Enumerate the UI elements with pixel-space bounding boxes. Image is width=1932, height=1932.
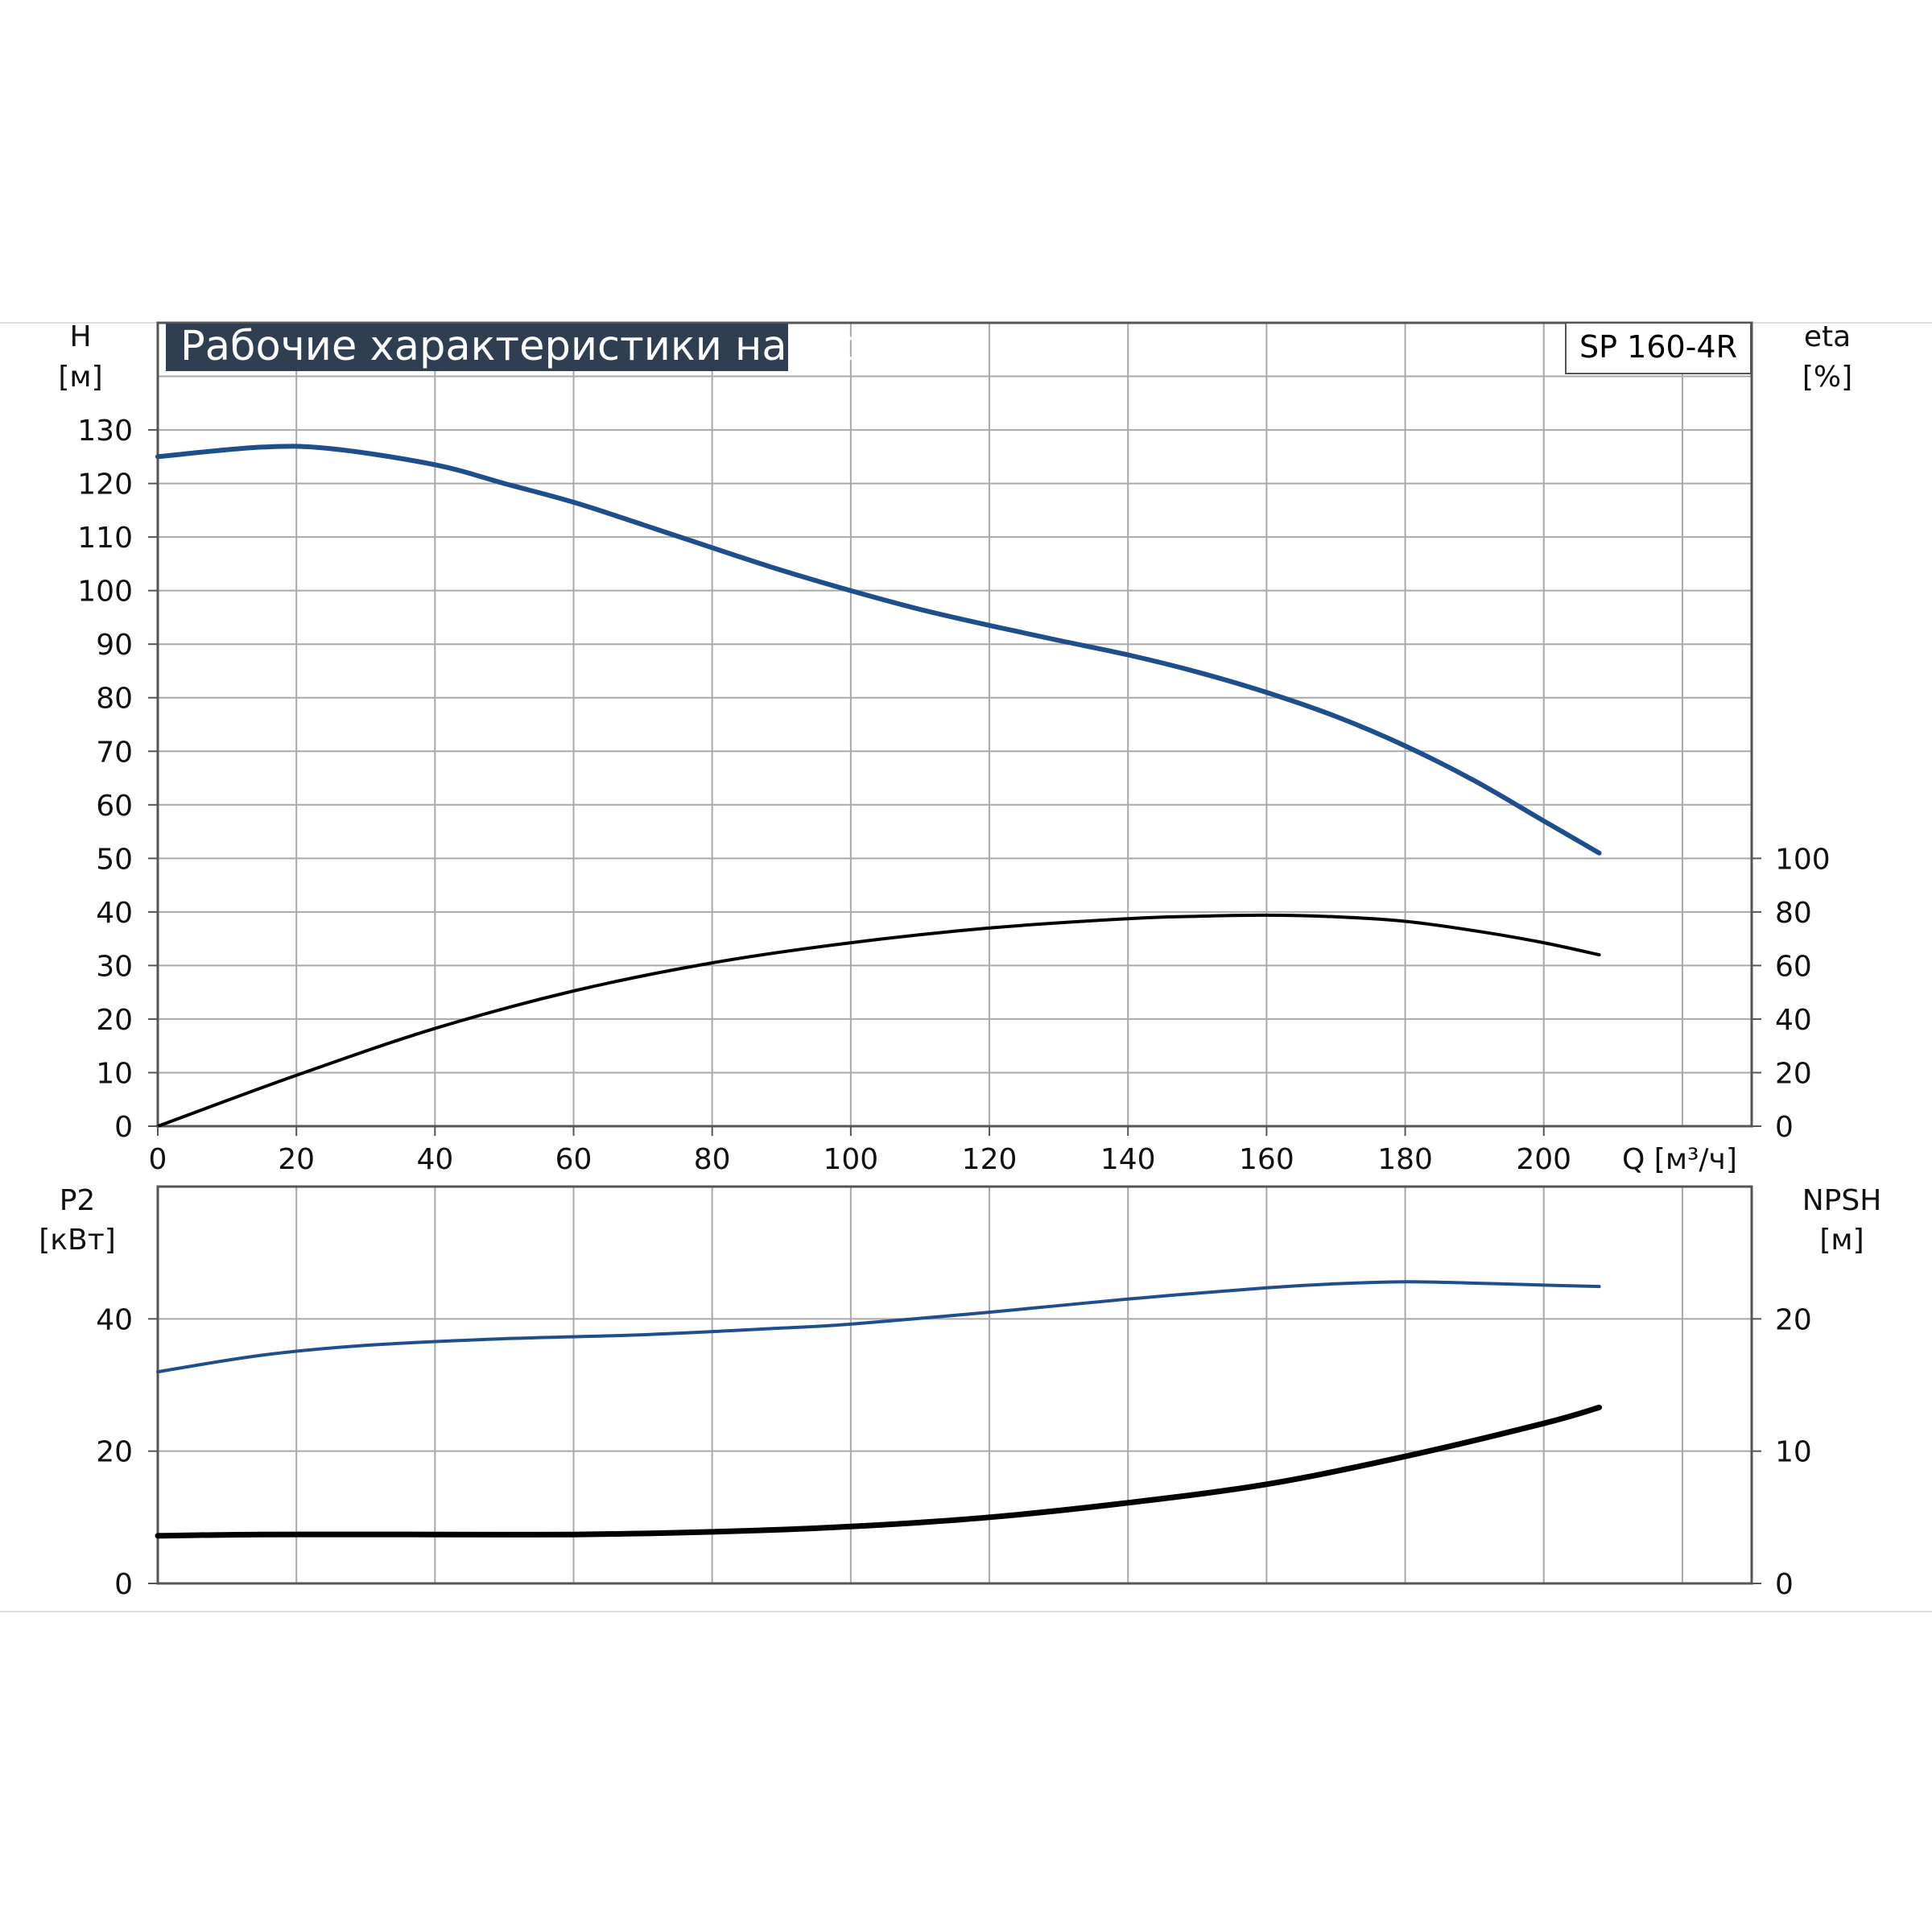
top-left-tick-label: 50 [96, 843, 133, 876]
chart-title: Рабочие характеристики насоса [180, 323, 882, 370]
x-tick-label: 60 [555, 1143, 592, 1176]
top-left-tick-label: 120 [77, 469, 133, 502]
x-axis-label: Q [м³/ч] [1622, 1143, 1737, 1176]
top-left-tick-label: 90 [96, 629, 133, 662]
x-tick-label: 120 [962, 1143, 1018, 1176]
top-right-tick-label: 80 [1775, 897, 1812, 930]
bottom-right-tick-label: 20 [1775, 1303, 1812, 1336]
x-tick-label: 80 [694, 1143, 731, 1176]
model-label-box [1565, 322, 1752, 374]
tick-labels: 0 20 40 60 80 100 120 140 160 180 2000102030405060… [77, 415, 1830, 1601]
model-label: SP 160-4R [1579, 329, 1737, 365]
npsh-curve [155, 1404, 1603, 1539]
top-left-axis-unit: [м] [58, 361, 102, 394]
chart-title-background [166, 324, 788, 371]
bottom-plot-frame [156, 1185, 1753, 1585]
top-left-tick-label: 40 [96, 897, 133, 930]
x-tick-label: 40 [416, 1143, 453, 1176]
power-curve-P2 [156, 1280, 1601, 1374]
top-right-axis-label: eta [1804, 320, 1851, 353]
bottom-plot-series [155, 1280, 1603, 1539]
head-curve-H [155, 444, 1602, 856]
top-left-tick-label: 80 [96, 683, 133, 716]
bottom-right-axis-label: NPSH [1802, 1184, 1882, 1217]
x-tick-label: 100 [824, 1143, 879, 1176]
x-tick-label: 0 [149, 1143, 167, 1176]
x-tick-label: 200 [1516, 1143, 1571, 1176]
top-plot-frame [156, 321, 1753, 1128]
top-right-tick-label: 100 [1775, 843, 1831, 876]
x-tick-label: 20 [278, 1143, 315, 1176]
bottom-right-tick-label: 0 [1775, 1568, 1794, 1601]
bottom-right-tick-label: 10 [1775, 1436, 1812, 1469]
top-left-tick-label: 70 [96, 736, 133, 769]
bottom-left-tick-label: 20 [96, 1436, 133, 1469]
efficiency-curve-eta [156, 913, 1601, 1128]
top-left-tick-label: 130 [77, 415, 133, 448]
top-right-tick-label: 60 [1775, 950, 1812, 983]
x-tick-label: 140 [1100, 1143, 1156, 1176]
bottom-left-tick-label: 0 [114, 1568, 133, 1601]
top-left-tick-label: 10 [96, 1057, 133, 1090]
top-left-tick-label: 0 [114, 1111, 133, 1144]
top-right-tick-label: 20 [1775, 1057, 1812, 1090]
top-right-axis-unit: [%] [1802, 361, 1852, 394]
bottom-left-axis-label: P2 [60, 1184, 96, 1217]
top-left-tick-label: 30 [96, 950, 133, 983]
bottom-right-axis-unit: [м] [1819, 1224, 1864, 1257]
bottom-left-tick-label: 40 [96, 1303, 133, 1336]
top-left-tick-label: 60 [96, 790, 133, 823]
bottom-left-axis-unit: [кВт] [39, 1224, 116, 1257]
top-right-tick-label: 0 [1775, 1111, 1794, 1144]
top-left-tick-label: 100 [77, 576, 133, 609]
top-left-axis-label: H [69, 320, 91, 353]
top-left-tick-label: 20 [96, 1004, 133, 1037]
x-tick-label: 180 [1377, 1143, 1433, 1176]
top-plot-grid [158, 323, 1752, 1126]
top-plot-series [155, 444, 1602, 1128]
x-tick-label: 160 [1239, 1143, 1294, 1176]
top-left-tick-label: 110 [77, 522, 133, 555]
top-right-tick-label: 40 [1775, 1004, 1812, 1037]
bottom-plot-grid [158, 1187, 1752, 1583]
